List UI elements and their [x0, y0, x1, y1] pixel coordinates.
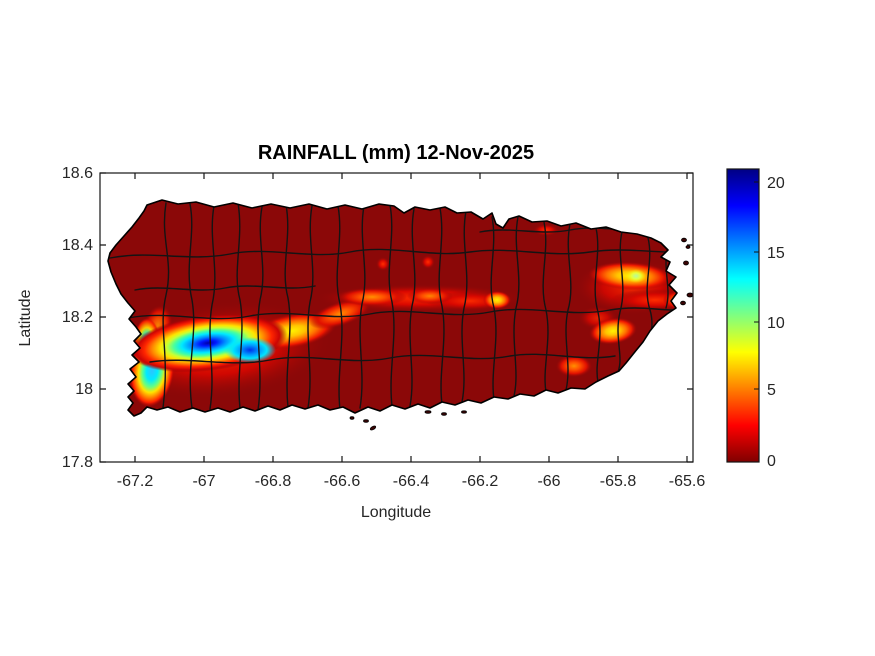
plot-title: RAINFALL (mm) 12-Nov-2025: [258, 142, 534, 164]
colorbar-tick: 5: [767, 382, 776, 399]
x-tick: -67: [192, 473, 215, 490]
municipality-boundaries: [109, 202, 677, 411]
x-tick: -66: [537, 473, 560, 490]
rain-northeast-green-core: [626, 269, 646, 283]
rain-west-secondary-core: [224, 337, 276, 363]
x-tick: -66.8: [255, 473, 292, 490]
y-tick: 17.8: [62, 454, 93, 471]
y-tick: 18.4: [62, 237, 93, 254]
axis-ticks: [100, 172, 693, 463]
rain-southeast-spot: [589, 317, 637, 345]
colorbar-tick: 20: [767, 175, 785, 192]
x-tick: -66.2: [462, 473, 499, 490]
rain-southeast-inland-spot: [556, 355, 592, 377]
x-tick: -65.6: [669, 473, 706, 490]
x-axis-label: Longitude: [361, 504, 431, 521]
y-tick-labels: 18.6 18.4 18.2 18 17.8: [62, 165, 93, 471]
y-tick: 18.2: [62, 309, 93, 326]
puerto-rico-rainfall-field: [108, 200, 677, 416]
colorbar: [726, 168, 760, 463]
x-tick: -66.6: [324, 473, 361, 490]
y-tick: 18.6: [62, 165, 93, 182]
rain-north-central-spot: [483, 291, 511, 309]
colorbar-tick: 10: [767, 315, 785, 332]
rain-central-band: [337, 288, 407, 306]
offshore-islets: [349, 237, 694, 431]
x-tick: -66.4: [393, 473, 430, 490]
coastline-outline: [107, 199, 678, 417]
colorbar-tick: 15: [767, 245, 785, 262]
x-tick: -67.2: [117, 473, 154, 490]
colorbar-tick: 0: [767, 453, 776, 470]
y-tick: 18: [75, 381, 93, 398]
x-tick: -65.8: [600, 473, 637, 490]
y-axis-label: Latitude: [17, 289, 34, 346]
colorbar-ticks: [754, 181, 759, 390]
x-tick-labels: -67.2 -67 -66.8 -66.6 -66.4 -66.2 -66 -6…: [117, 473, 706, 490]
colorbar-tick-labels: 20 15 10 5 0: [767, 175, 785, 470]
